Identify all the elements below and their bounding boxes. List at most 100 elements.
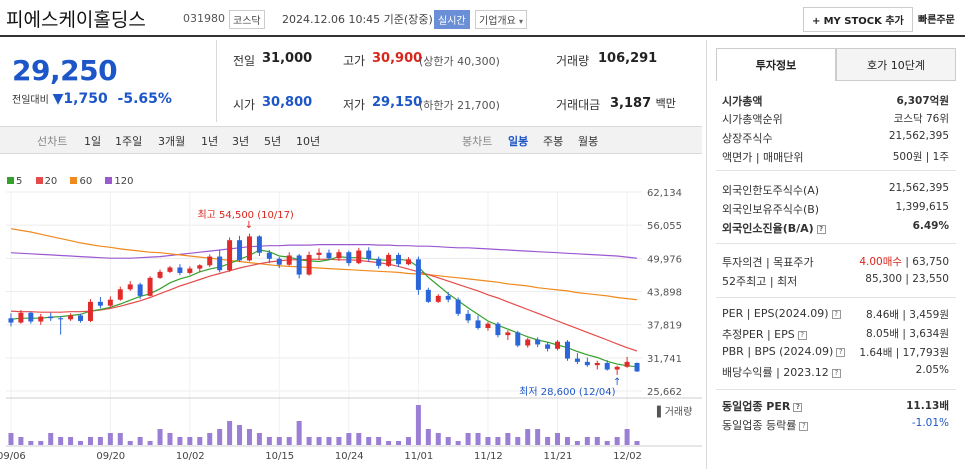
legend-ma5: 5 [7,176,22,187]
info-value-text: 2.05% [915,364,949,376]
tab-orderbook-10[interactable]: 호가 10단계 [836,48,956,81]
volume-bar [217,429,223,445]
ma20-line [10,258,638,352]
info-value: -1.01% [912,417,949,429]
candle-body [396,254,402,265]
candle-body [415,259,421,290]
company-info-dropdown[interactable]: 기업개요 ▾ [475,10,528,29]
tab-weekly[interactable]: 주봉 [543,135,564,148]
volume-bar [197,437,203,445]
current-price: 29,250 [12,54,118,87]
tab-period-1w[interactable]: 1주일 [115,135,143,148]
info-value: 21,562,395 [889,130,949,142]
candle-body [137,284,143,296]
info-label: 시가총액 [722,93,762,109]
high-annotation: 최고 54,500 (10/17) [197,209,293,221]
volume-bar [167,433,173,445]
help-icon[interactable]: ? [799,422,809,431]
info-label-text: 외국인한도주식수(A) [722,184,820,197]
candle-body [386,254,392,266]
tab-candle-chart[interactable]: 봉차트 [462,135,493,148]
volume-bar [207,433,213,445]
info-value-text: -1.01% [911,417,949,429]
tab-daily[interactable]: 일봉 [508,135,529,148]
candle-body [48,316,54,319]
amount-label: 거래대금 [556,98,601,112]
info-label: 액면가 | 매매단위 [722,149,804,165]
info-label-text: 52주최고 | 최저 [722,275,798,288]
prev-close-label: 전일 [233,54,256,68]
lower-limit: (하한가 21,700) [419,99,500,112]
low-label: 저가 [343,98,366,112]
quick-order-button[interactable]: 빠른주문 [918,15,955,26]
tab-period-1d[interactable]: 1일 [84,135,102,148]
tab-period-10y[interactable]: 10년 [296,135,321,148]
info-value: 4.00매수 | 63,750 [859,254,949,269]
tab-investment-info[interactable]: 투자정보 [716,48,836,81]
candle-body [425,289,431,302]
tab-period-3m[interactable]: 3개월 [158,135,186,148]
volume-bar [8,433,14,445]
candle-body [58,318,64,320]
tab-period-3y[interactable]: 3년 [232,135,250,148]
candle-body [276,258,282,265]
amount-number: 3,187 [610,96,652,111]
volume-bar [18,437,24,445]
info-value: 코스닥 76위 [894,111,949,126]
candle-body [346,252,352,264]
y-tick-label: 49,976 [647,254,682,265]
panel-divider [716,243,956,244]
info-label: 배당수익률 | 2023.12? [722,364,841,380]
open-label: 시가 [233,98,256,112]
panel-divider [716,389,956,390]
tab-period-5y[interactable]: 5년 [264,135,282,148]
price-chart: 62,134 56,055 49,976 43,898 37,819 31,741 25,6… [0,188,702,462]
info-label: 투자의견 | 목표주가 [722,254,814,270]
info-value: 21,562,395 [889,182,949,194]
change-label: 전일대비 [12,95,49,106]
candle-body [157,271,163,278]
open-value: 30,800 [262,95,313,110]
candle-body [117,289,123,300]
help-icon[interactable]: ? [797,331,807,340]
candle-body [97,301,103,306]
help-icon[interactable]: ? [831,369,841,378]
candle-body [18,312,24,323]
change-row: 전일대비 ▼1,750 -5.65% [12,91,172,107]
volume-bar [614,437,620,445]
x-tick-label: 10/15 [265,451,294,462]
legend-label: 20 [44,176,58,187]
upper-limit: (상한가 40,300) [419,55,500,68]
candle-body [564,341,570,359]
help-icon[interactable]: ? [793,403,803,412]
help-icon[interactable]: ? [831,310,841,319]
realtime-badge[interactable]: 실시간 [434,10,470,29]
info-value: 500원 | 1주 [893,149,949,164]
quote-timestamp: 2024.12.06 10:45 기준(장중) [282,13,433,26]
tab-period-1y[interactable]: 1년 [201,135,219,148]
tab-monthly[interactable]: 월봉 [578,135,599,148]
high-value: 30,900 [372,51,423,66]
x-tick-label: 11/21 [544,451,573,462]
info-value-text: 21,562,395 [888,182,949,194]
my-stock-add-button[interactable]: + MY STOCK 추가 [803,7,913,32]
help-icon[interactable]: ? [836,348,846,357]
volume-bar [465,433,471,445]
y-tick-label: 62,134 [647,188,682,199]
legend-label: 5 [16,176,23,187]
tab-line-chart[interactable]: 선차트 [37,135,68,148]
candle-body [475,320,481,329]
info-label: 외국인한도주식수(A) [722,182,819,198]
low-annotation: 최저 28,600 (12/04) [519,386,615,398]
x-tick-label: 11/01 [404,451,433,462]
volume-bar [68,437,74,445]
ma5-line [10,249,638,368]
candle-body [525,339,531,346]
candle-body [227,240,233,271]
candle-body [237,240,243,261]
volume-bar [435,433,441,445]
legend-ma60: 60 [70,176,92,187]
help-icon[interactable]: ? [816,225,826,234]
info-label-text: PBR | BPS (2024.09) [722,345,834,358]
info-value-text: 1.64배 | 17,793원 [859,347,949,359]
